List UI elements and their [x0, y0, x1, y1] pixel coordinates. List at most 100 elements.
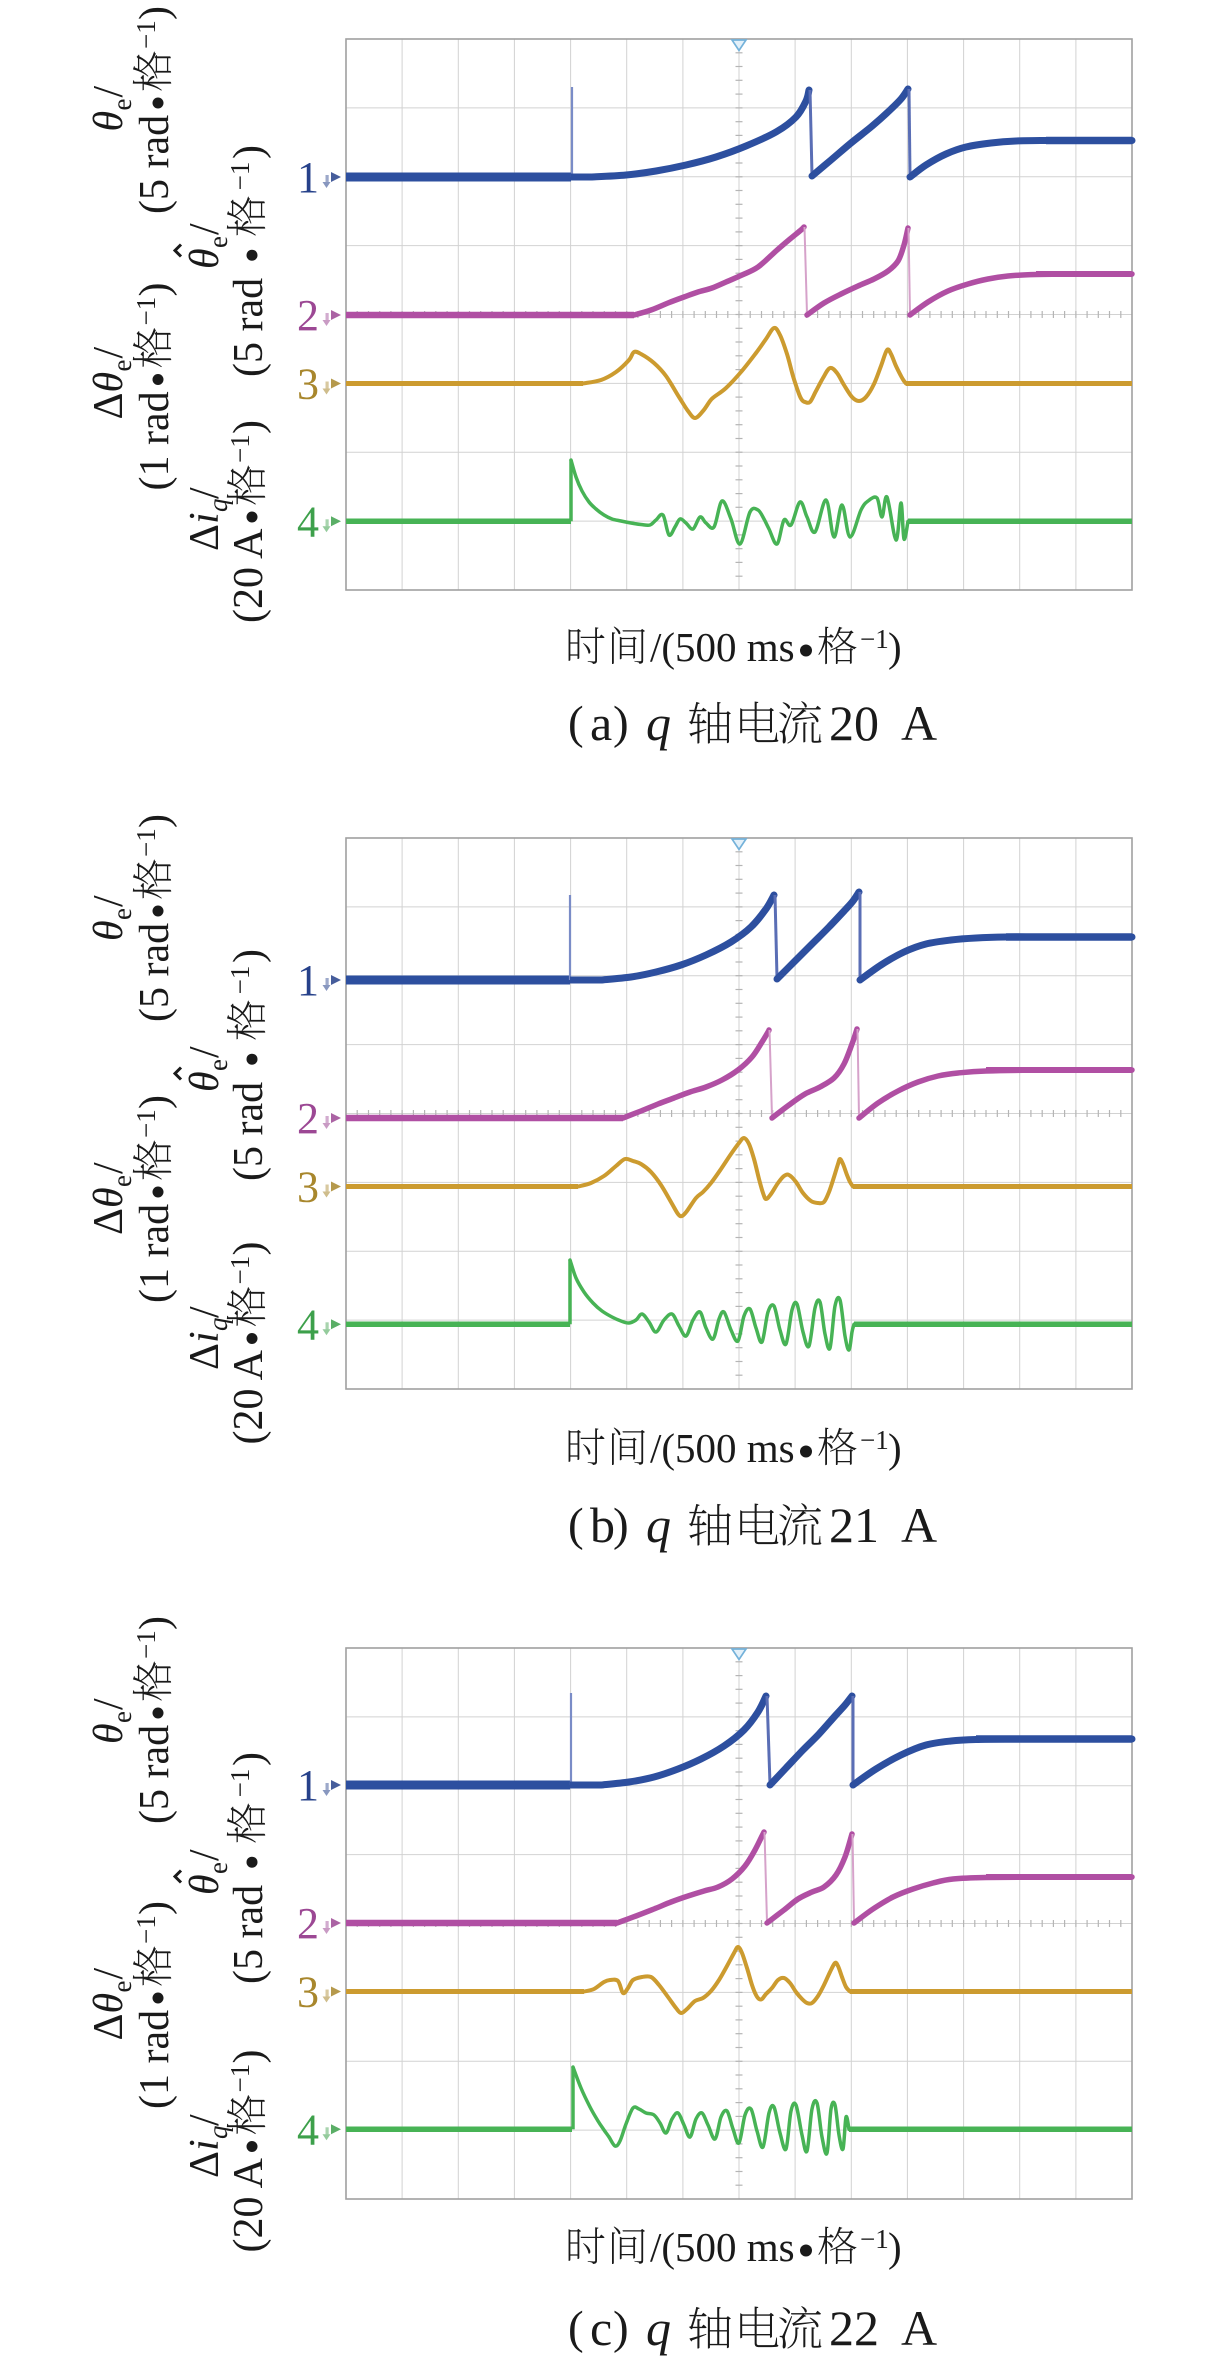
svg-text:−1: −1 — [860, 2224, 889, 2254]
svg-text:q: q — [646, 1497, 671, 1553]
svg-text:/: / — [86, 1162, 132, 1174]
svg-text:A: A — [901, 1497, 937, 1553]
svg-text:): ) — [132, 283, 178, 297]
svg-text:(5 rad: (5 rad — [132, 923, 178, 1022]
svg-text:(5 rad: (5 rad — [226, 278, 272, 377]
svg-text:−1: −1 — [131, 297, 161, 326]
svg-text:(1 rad: (1 rad — [132, 391, 178, 490]
svg-text:/: / — [182, 487, 228, 499]
svg-text:3: 3 — [297, 1968, 319, 2017]
svg-text:i: i — [182, 1331, 228, 1343]
svg-text:−1: −1 — [860, 1425, 889, 1455]
svg-text:1: 1 — [297, 956, 319, 1005]
svg-text:q: q — [203, 499, 233, 513]
svg-text:θ: θ — [86, 1723, 132, 1744]
svg-text:): ) — [226, 145, 272, 159]
svg-text:θ: θ — [86, 1187, 132, 1208]
svg-text:21: 21 — [829, 1497, 879, 1553]
svg-text:22: 22 — [829, 2300, 879, 2356]
svg-text:(: ( — [568, 1499, 584, 1551]
svg-text:/: / — [86, 347, 132, 359]
svg-text:(: ( — [568, 2302, 584, 2354]
svg-text:c: c — [590, 2300, 612, 2356]
svg-text:Δ: Δ — [182, 2151, 228, 2178]
svg-text:θ: θ — [86, 372, 132, 393]
svg-text:3: 3 — [297, 1163, 319, 1212]
svg-text:/: / — [86, 1968, 132, 1980]
svg-text:−1: −1 — [131, 1630, 161, 1659]
svg-text:Δ: Δ — [182, 1343, 228, 1370]
svg-text:e: e — [107, 360, 137, 372]
svg-text:i: i — [182, 2139, 228, 2151]
svg-text:4: 4 — [297, 497, 319, 546]
svg-text:): ) — [888, 2224, 902, 2270]
svg-text:2: 2 — [297, 1899, 319, 1948]
svg-text:(5 rad: (5 rad — [226, 1885, 272, 1984]
svg-text:): ) — [132, 1901, 178, 1915]
svg-text:−1: −1 — [131, 828, 161, 857]
svg-text:q: q — [203, 1318, 233, 1332]
svg-text:e: e — [107, 99, 137, 111]
svg-text:−1: −1 — [225, 434, 255, 463]
svg-text:): ) — [226, 1752, 272, 1766]
svg-text:e: e — [107, 908, 137, 920]
svg-text:(1 rad: (1 rad — [132, 2010, 178, 2109]
svg-text:q: q — [203, 2126, 233, 2140]
svg-text:/: / — [182, 1046, 228, 1058]
svg-text:3: 3 — [297, 360, 319, 409]
svg-text:/: / — [182, 1306, 228, 1318]
svg-text:Δ: Δ — [182, 524, 228, 551]
svg-text:θ: θ — [86, 111, 132, 132]
svg-text:): ) — [613, 697, 629, 749]
svg-text:1: 1 — [297, 1761, 319, 1810]
svg-text:): ) — [888, 1425, 902, 1471]
svg-text:): ) — [132, 814, 178, 828]
svg-text:): ) — [226, 420, 272, 434]
svg-text:): ) — [132, 6, 178, 20]
svg-text:i: i — [182, 512, 228, 524]
svg-text:−1: −1 — [225, 1769, 255, 1798]
svg-text:/: / — [86, 1698, 132, 1710]
svg-text:): ) — [226, 1242, 272, 1256]
svg-text:4: 4 — [297, 1300, 319, 1349]
svg-text:): ) — [132, 1616, 178, 1630]
svg-text:q: q — [646, 2300, 671, 2356]
svg-text:θ: θ — [182, 248, 228, 269]
svg-text:/: / — [86, 86, 132, 98]
svg-text:e: e — [107, 1711, 137, 1723]
svg-text:−1: −1 — [225, 162, 255, 191]
svg-text:2: 2 — [297, 291, 319, 340]
svg-text:−1: −1 — [131, 20, 161, 49]
svg-text:−1: −1 — [225, 1256, 255, 1285]
svg-text:/: / — [86, 895, 132, 907]
svg-text:−1: −1 — [131, 1109, 161, 1138]
svg-text:q: q — [646, 695, 671, 751]
svg-text:e: e — [107, 1981, 137, 1993]
svg-text:): ) — [226, 2050, 272, 2064]
svg-text:4: 4 — [297, 2105, 319, 2154]
svg-text:(5 rad: (5 rad — [132, 1725, 178, 1824]
svg-text:e: e — [107, 1175, 137, 1187]
svg-text:Δ: Δ — [86, 2013, 132, 2040]
svg-text:/(500 ms: /(500 ms — [650, 1425, 795, 1471]
svg-text:/(500 ms: /(500 ms — [650, 2224, 795, 2270]
svg-text:/: / — [182, 223, 228, 235]
svg-text:/: / — [182, 2114, 228, 2126]
svg-text:−1: −1 — [131, 1915, 161, 1944]
svg-text:(5 rad: (5 rad — [226, 1082, 272, 1181]
svg-text:/(500 ms: /(500 ms — [650, 624, 795, 670]
svg-text:−1: −1 — [225, 2064, 255, 2093]
svg-text:): ) — [226, 949, 272, 963]
svg-text:): ) — [132, 1095, 178, 1109]
svg-text:e: e — [203, 236, 233, 248]
svg-text:θ: θ — [182, 1071, 228, 1092]
svg-text:(5 rad: (5 rad — [132, 115, 178, 214]
svg-text:θ: θ — [182, 1874, 228, 1895]
svg-text:A: A — [901, 2300, 937, 2356]
svg-text:20: 20 — [829, 695, 879, 751]
svg-text:b: b — [590, 1497, 615, 1553]
svg-text:1: 1 — [297, 153, 319, 202]
svg-text:e: e — [203, 1862, 233, 1874]
svg-text:2: 2 — [297, 1094, 319, 1143]
svg-text:A: A — [901, 695, 937, 751]
